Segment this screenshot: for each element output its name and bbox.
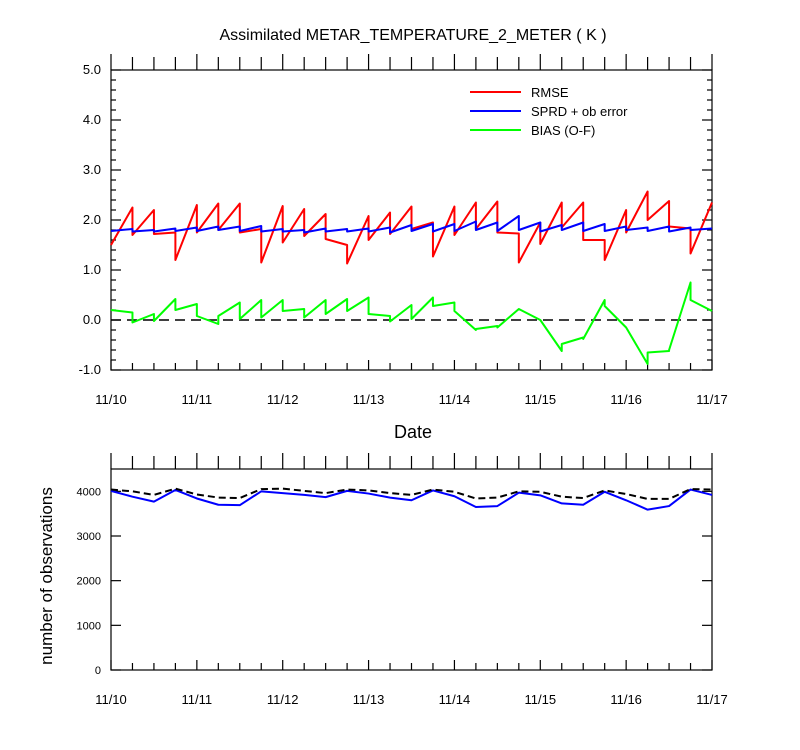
x-tick-label: 11/11 — [182, 392, 213, 407]
series-line-2 — [110, 281, 713, 365]
y-tick-label: 4000 — [77, 486, 101, 498]
y-tick-label: 4.0 — [83, 112, 101, 127]
y-tick-label: 1000 — [77, 620, 101, 632]
y-tick-label: 3000 — [77, 531, 101, 543]
y-tick-label: 2.0 — [83, 212, 101, 227]
series-line-0 — [110, 190, 713, 265]
chart-title: Assimilated METAR_TEMPERATURE_2_METER ( … — [219, 27, 606, 44]
x-tick-label: 11/16 — [610, 392, 642, 407]
x-tick-label: 11/17 — [696, 392, 728, 407]
legend-label-0: RMSE — [531, 85, 569, 100]
legend: RMSE SPRD + ob error BIAS (O-F) — [470, 85, 628, 138]
x-tick-label: 11/16 — [610, 692, 642, 707]
y-tick-label: 3.0 — [83, 162, 101, 177]
x-tick-label: 11/13 — [353, 392, 385, 407]
y-tick-label: 5.0 — [83, 62, 101, 77]
bottom-y-axis-label: number of observations — [37, 487, 56, 665]
x-tick-label: 11/12 — [267, 392, 299, 407]
x-tick-label: 11/15 — [524, 392, 556, 407]
x-tick-label: 11/14 — [439, 392, 471, 407]
y-tick-label: 0.0 — [83, 312, 101, 327]
y-tick-label: -1.0 — [79, 362, 101, 377]
y-tick-label: 2000 — [77, 576, 101, 588]
legend-label-1: SPRD + ob error — [531, 104, 628, 119]
x-tick-label: 11/17 — [696, 692, 728, 707]
series-line-1 — [110, 487, 713, 500]
series-line-0 — [110, 488, 713, 511]
y-tick-label: 1.0 — [83, 262, 101, 277]
x-tick-label: 11/10 — [95, 692, 127, 707]
series-line-1 — [110, 215, 713, 234]
x-tick-label: 11/10 — [95, 392, 127, 407]
x-tick-label: 11/12 — [267, 692, 299, 707]
x-tick-label: 11/13 — [353, 692, 385, 707]
x-tick-label: 11/11 — [182, 692, 213, 707]
top-chart-panel: 5.0 4.0 3.0 2.0 1.0 0.0 -1.0 11/10 11/11 11/12 11/… — [79, 54, 728, 407]
legend-label-2: BIAS (O-F) — [531, 123, 595, 138]
x-tick-label: 11/14 — [439, 692, 471, 707]
y-tick-label: 0 — [95, 665, 101, 677]
bottom-chart-panel: 4000 3000 2000 1000 0 11/10 11/11 11/12 11/13 11/… — [77, 453, 728, 707]
x-tick-label: 11/15 — [524, 692, 556, 707]
top-x-axis-label: Date — [394, 422, 432, 442]
